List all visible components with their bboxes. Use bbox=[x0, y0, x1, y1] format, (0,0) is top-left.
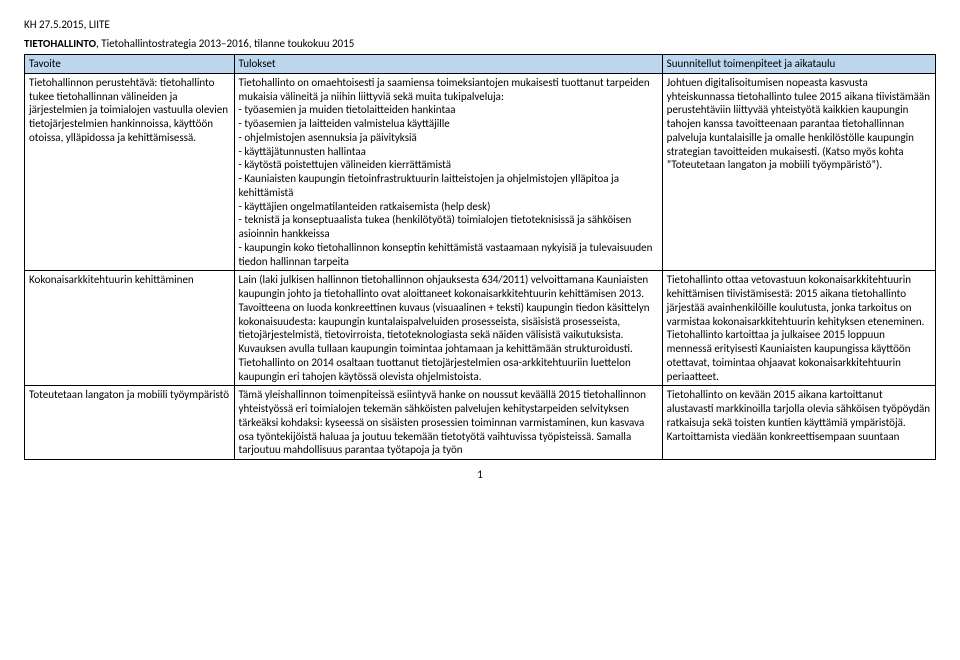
table-row: Toteutetaan langaton ja mobiili työympär… bbox=[25, 386, 936, 460]
table-header-row: Tavoite Tulokset Suunnitellut toimenpite… bbox=[25, 55, 936, 74]
title-rest: , Tietohallintostrategia 2013–2016, tila… bbox=[96, 37, 354, 50]
col-header-tulokset: Tulokset bbox=[234, 55, 662, 74]
title-bold: TIETOHALLINTO bbox=[24, 37, 96, 50]
cell-toimenpiteet: Tietohallinto ottaa vetovastuun kokonais… bbox=[662, 271, 935, 386]
page-title: TIETOHALLINTO, Tietohallintostrategia 20… bbox=[24, 37, 936, 50]
cell-tavoite: Toteutetaan langaton ja mobiili työympär… bbox=[25, 386, 235, 460]
document-header: KH 27.5.2015, LIITE bbox=[24, 18, 936, 31]
cell-toimenpiteet: Tietohallinto on kevään 2015 aikana kart… bbox=[662, 386, 935, 460]
cell-tulokset: Lain (laki julkisen hallinnon tietohalli… bbox=[234, 271, 662, 386]
cell-tulokset: Tämä yleishallinnon toimenpiteissä esiin… bbox=[234, 386, 662, 460]
cell-tulokset: Tietohallinto on omaehtoisesti ja saamie… bbox=[234, 73, 662, 271]
cell-toimenpiteet: Johtuen digitalisoitumisen nopeasta kasv… bbox=[662, 73, 935, 271]
col-header-tavoite: Tavoite bbox=[25, 55, 235, 74]
cell-tavoite: Kokonaisarkkitehtuurin kehittäminen bbox=[25, 271, 235, 386]
table-row: Tietohallinnon perustehtävä: tietohallin… bbox=[25, 73, 936, 271]
table-row: Kokonaisarkkitehtuurin kehittäminen Lain… bbox=[25, 271, 936, 386]
strategy-table: Tavoite Tulokset Suunnitellut toimenpite… bbox=[24, 54, 936, 460]
cell-tavoite: Tietohallinnon perustehtävä: tietohallin… bbox=[25, 73, 235, 271]
page-number: 1 bbox=[24, 468, 936, 481]
col-header-toimenpiteet: Suunnitellut toimenpiteet ja aikataulu bbox=[662, 55, 935, 74]
